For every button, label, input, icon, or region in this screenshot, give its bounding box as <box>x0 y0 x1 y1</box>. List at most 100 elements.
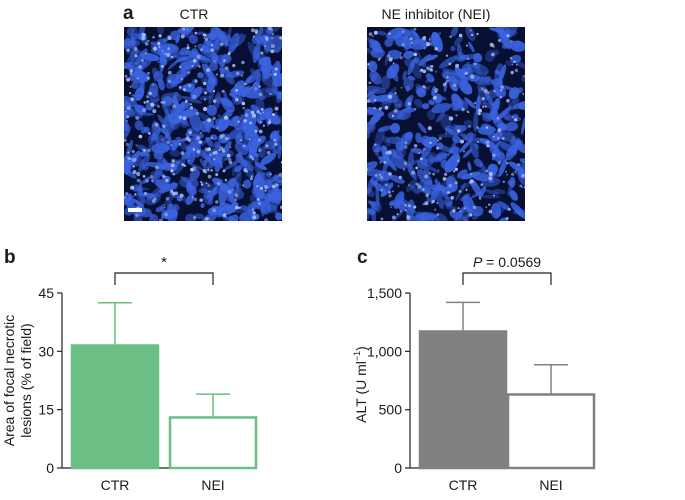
stain-patch <box>229 93 239 100</box>
nucleus-dot <box>434 88 439 92</box>
nucleus-dot <box>483 88 488 94</box>
nucleus-dot <box>188 130 192 135</box>
nucleus-dot <box>430 42 432 45</box>
stain-patch <box>157 114 170 131</box>
stain-patch <box>435 111 446 123</box>
nucleus-dot <box>473 101 477 105</box>
nucleus-dot <box>466 110 469 113</box>
y-axis-label-sup: −1 <box>352 351 362 361</box>
stain-patch <box>132 198 145 208</box>
nucleus-dot <box>129 72 133 76</box>
nucleus-dot <box>413 27 417 31</box>
nucleus-dot <box>153 197 157 201</box>
bar-ctr <box>418 330 508 470</box>
nucleus-dot <box>452 83 457 87</box>
stain-patch <box>242 179 252 189</box>
nucleus-dot <box>232 64 236 68</box>
nucleus-dot <box>196 136 200 140</box>
nucleus-dot <box>152 109 157 114</box>
nucleus-dot <box>164 53 166 55</box>
nucleus-dot <box>506 162 509 165</box>
stain-patch <box>138 179 143 198</box>
nucleus-dot <box>380 175 384 179</box>
nucleus-dot <box>399 210 402 213</box>
nucleus-dot <box>271 184 276 189</box>
nucleus-dot <box>278 172 282 177</box>
nucleus-dot <box>147 39 150 43</box>
nucleus-dot <box>166 52 171 57</box>
stain-patch <box>179 140 187 151</box>
nucleus-dot <box>454 167 458 171</box>
stain-patch <box>205 33 216 39</box>
stain-patch <box>438 133 459 138</box>
nucleus-dot <box>165 197 170 201</box>
nucleus-dot <box>456 159 460 163</box>
stain-patch <box>150 213 159 221</box>
nucleus-dot <box>129 85 132 88</box>
nucleus-dot <box>270 73 272 76</box>
nucleus-dot <box>186 44 189 47</box>
nucleus-dot <box>488 172 493 176</box>
nucleus-dot <box>455 114 458 117</box>
stain-patch <box>469 140 479 159</box>
nucleus-dot <box>125 191 129 196</box>
nucleus-dot <box>209 153 212 156</box>
stain-patch <box>169 208 179 217</box>
stain-patch <box>209 62 219 71</box>
nucleus-dot <box>463 150 465 153</box>
stain-patch <box>494 70 501 75</box>
nucleus-dot <box>371 35 374 38</box>
nucleus-dot <box>136 77 139 80</box>
stain-patch <box>444 154 461 173</box>
stain-patch <box>261 74 275 87</box>
stain-patch <box>189 34 198 44</box>
stain-patch <box>152 166 164 184</box>
stain-patch <box>456 206 471 220</box>
nucleus-dot <box>264 218 269 221</box>
stain-patch <box>200 120 221 130</box>
nucleus-dot <box>143 101 146 104</box>
nucleus-dot <box>240 74 243 77</box>
nucleus-dot <box>200 48 203 51</box>
nucleus-dot <box>514 118 518 122</box>
nucleus-dot <box>506 99 510 103</box>
nucleus-dot <box>432 95 437 100</box>
stain-patch <box>403 76 414 91</box>
stain-patch <box>436 151 448 163</box>
nucleus-dot <box>222 213 227 217</box>
stain-patch <box>232 116 239 122</box>
stain-patch <box>199 95 212 101</box>
nucleus-dot <box>124 110 127 113</box>
nucleus-dot <box>469 29 472 32</box>
nucleus-dot <box>221 133 225 138</box>
nucleus-dot <box>448 62 452 66</box>
stain-patch <box>259 107 273 121</box>
stain-patch <box>384 38 394 47</box>
stain-patch <box>258 27 264 36</box>
stain-patch <box>138 27 146 41</box>
nucleus-dot <box>254 30 259 34</box>
nucleus-dot <box>257 201 262 206</box>
nucleus-dot <box>500 85 504 90</box>
nucleus-dot <box>427 126 432 131</box>
nucleus-dot <box>158 218 163 221</box>
nucleus-dot <box>506 173 508 176</box>
y-axis-label-line: lesions (% of field) <box>18 323 34 437</box>
nucleus-dot <box>125 142 129 147</box>
stain-patch <box>137 186 144 193</box>
nucleus-dot <box>172 191 176 196</box>
nucleus-dot <box>252 35 255 38</box>
nucleus-dot <box>457 129 461 133</box>
nucleus-dot <box>178 142 182 145</box>
nucleus-dot <box>202 106 208 112</box>
y-axis-label-prefix: ALT (U ml <box>353 361 369 423</box>
bar-ctr <box>70 344 160 470</box>
nucleus-dot <box>235 205 239 210</box>
nucleus-dot <box>170 55 174 59</box>
nucleus-dot <box>227 138 230 140</box>
nucleus-dot <box>415 166 419 170</box>
stain-patch <box>172 95 181 115</box>
nucleus-dot <box>401 43 405 47</box>
nucleus-dot <box>203 81 207 86</box>
nucleus-dot <box>488 209 493 214</box>
